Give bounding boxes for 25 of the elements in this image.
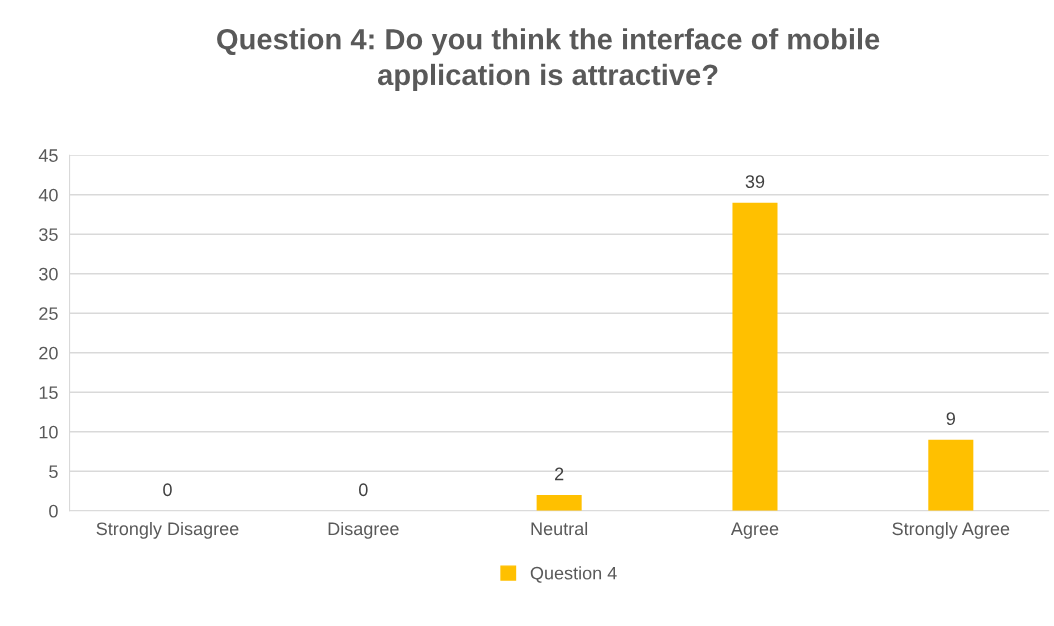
data-label: 2 [555,467,564,481]
data-label: 0 [163,483,172,497]
y-tick-label: 10 [39,425,58,439]
y-tick-label: 30 [39,267,58,281]
x-tick-label: Strongly Disagree [96,521,239,539]
y-tick-label: 35 [39,228,58,241]
y-tick-label: 5 [49,465,58,479]
y-tick-label: 40 [38,188,58,202]
bar [928,439,974,511]
data-label: 9 [946,412,955,426]
y-tick-label: 20 [39,346,58,360]
y-tick-label: 0 [49,504,58,518]
data-label: 0 [359,483,368,497]
bar [732,202,778,511]
x-tick-label: Disagree [328,521,399,539]
x-tick-label: Neutral [531,521,588,536]
legend-label: Question 4 [530,566,617,583]
data-label: 39 [745,175,765,188]
bar [536,495,582,511]
y-tick-label: 25 [39,307,58,320]
x-tick-label: Strongly Agree [892,521,1010,539]
y-tick-label: 45 [38,149,58,162]
y-tick-label: 15 [39,386,58,400]
x-tick-label: Agree [730,522,779,539]
chart-title: Question 4: Do you think the interface of mobile application is attractive? [217,28,880,91]
